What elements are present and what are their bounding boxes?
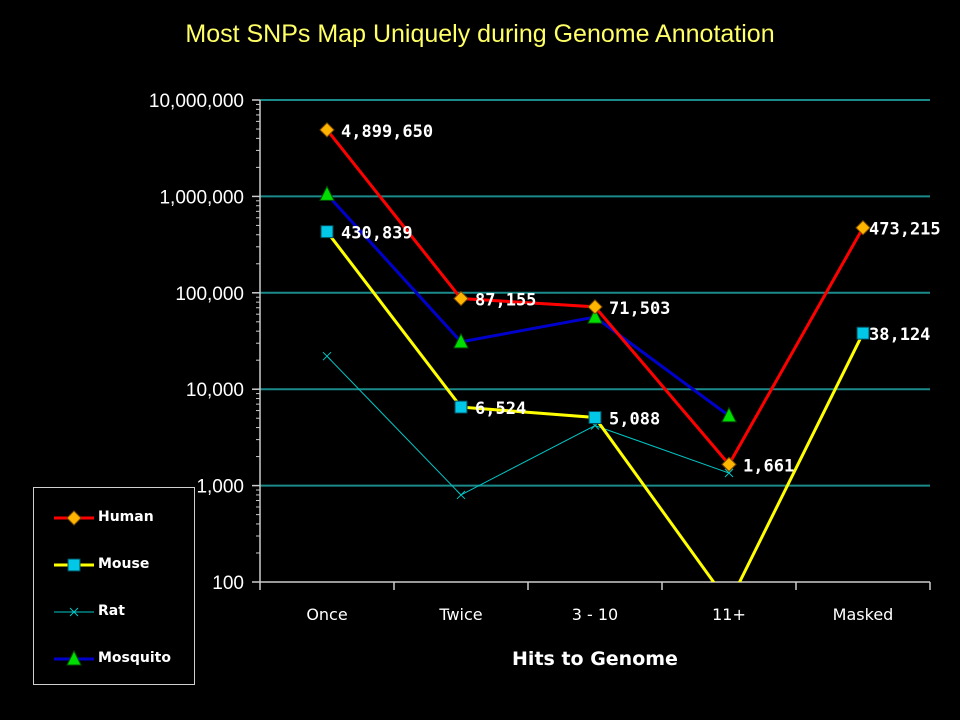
legend-swatch bbox=[54, 607, 94, 617]
data-label: 1,661 bbox=[743, 456, 794, 476]
series-markers bbox=[319, 122, 871, 500]
data-label: 71,503 bbox=[609, 299, 670, 319]
marker-human bbox=[721, 456, 737, 473]
marker-rat bbox=[322, 351, 332, 361]
legend-item-rat: Rat bbox=[34, 600, 194, 624]
gridlines bbox=[260, 99, 930, 487]
series-line-mosquito bbox=[325, 193, 730, 417]
marker-mouse bbox=[67, 558, 81, 572]
marker-mouse bbox=[588, 410, 602, 424]
marker-mosquito bbox=[319, 185, 335, 201]
chart-title: Most SNPs Map Uniquely during Genome Ann… bbox=[185, 20, 775, 48]
x-axis-ticks: Once Twice 3 - 10 11+ Masked bbox=[306, 605, 893, 624]
y-tick-label: 1,000 bbox=[196, 477, 244, 498]
marker-human bbox=[319, 122, 335, 138]
marker-human bbox=[66, 510, 82, 526]
y-axis-ticks: 100 1,000 10,000 100,000 1,000,000 10,000,000 bbox=[149, 91, 244, 594]
legend-item-human: Human bbox=[34, 506, 194, 530]
marker-human bbox=[453, 290, 469, 307]
x-axis-label: Hits to Genome bbox=[512, 648, 678, 670]
marker-mouse bbox=[320, 225, 334, 239]
y-tick-label: 1,000,000 bbox=[159, 187, 244, 208]
data-label: 473,215 bbox=[869, 220, 941, 240]
data-label: 4,899,650 bbox=[341, 122, 433, 142]
legend-label: Rat bbox=[98, 603, 125, 619]
legend-label: Mosquito bbox=[98, 650, 171, 666]
legend-swatch bbox=[54, 558, 94, 572]
x-tick-label: Once bbox=[306, 605, 347, 624]
y-tick-label: 100,000 bbox=[175, 284, 244, 305]
x-tick-label: Twice bbox=[438, 605, 482, 624]
legend-swatch bbox=[54, 649, 94, 666]
y-tick-label: 10,000,000 bbox=[149, 91, 244, 112]
data-label: 6,524 bbox=[475, 399, 526, 419]
axes bbox=[252, 99, 931, 590]
data-label: 38,124 bbox=[869, 325, 930, 345]
marker-human bbox=[587, 299, 603, 315]
marker-mosquito bbox=[721, 406, 737, 423]
marker-rat bbox=[724, 468, 734, 478]
legend-item-mosquito: Mosquito bbox=[34, 647, 194, 671]
data-label: 87,155 bbox=[475, 291, 536, 311]
marker-rat bbox=[456, 490, 466, 500]
marker-mouse bbox=[454, 400, 468, 414]
legend-label: Human bbox=[98, 509, 154, 525]
marker-mosquito bbox=[66, 649, 82, 666]
data-labels: 4,899,650 87,155 71,503 1,661 473,215 430,839… bbox=[341, 122, 941, 476]
legend-label: Mouse bbox=[98, 556, 150, 572]
legend: Human Mouse Rat Mosquito bbox=[33, 487, 195, 685]
x-tick-label: 3 - 10 bbox=[572, 605, 618, 624]
marker-mosquito bbox=[453, 332, 469, 349]
marker-mosquito bbox=[587, 307, 603, 324]
series-lines bbox=[325, 128, 865, 582]
marker-rat bbox=[69, 607, 79, 617]
legend-item-mouse: Mouse bbox=[34, 553, 194, 577]
x-tick-label: 11+ bbox=[712, 605, 746, 624]
x-tick-label: Masked bbox=[833, 605, 894, 624]
legend-swatch bbox=[54, 510, 94, 526]
data-label: 5,088 bbox=[609, 409, 660, 429]
marker-human bbox=[855, 220, 871, 236]
marker-mouse bbox=[856, 326, 870, 340]
data-label: 430,839 bbox=[341, 224, 413, 244]
y-tick-label: 100 bbox=[212, 573, 244, 594]
y-tick-label: 10,000 bbox=[186, 380, 244, 401]
series-line-rat bbox=[326, 355, 730, 496]
